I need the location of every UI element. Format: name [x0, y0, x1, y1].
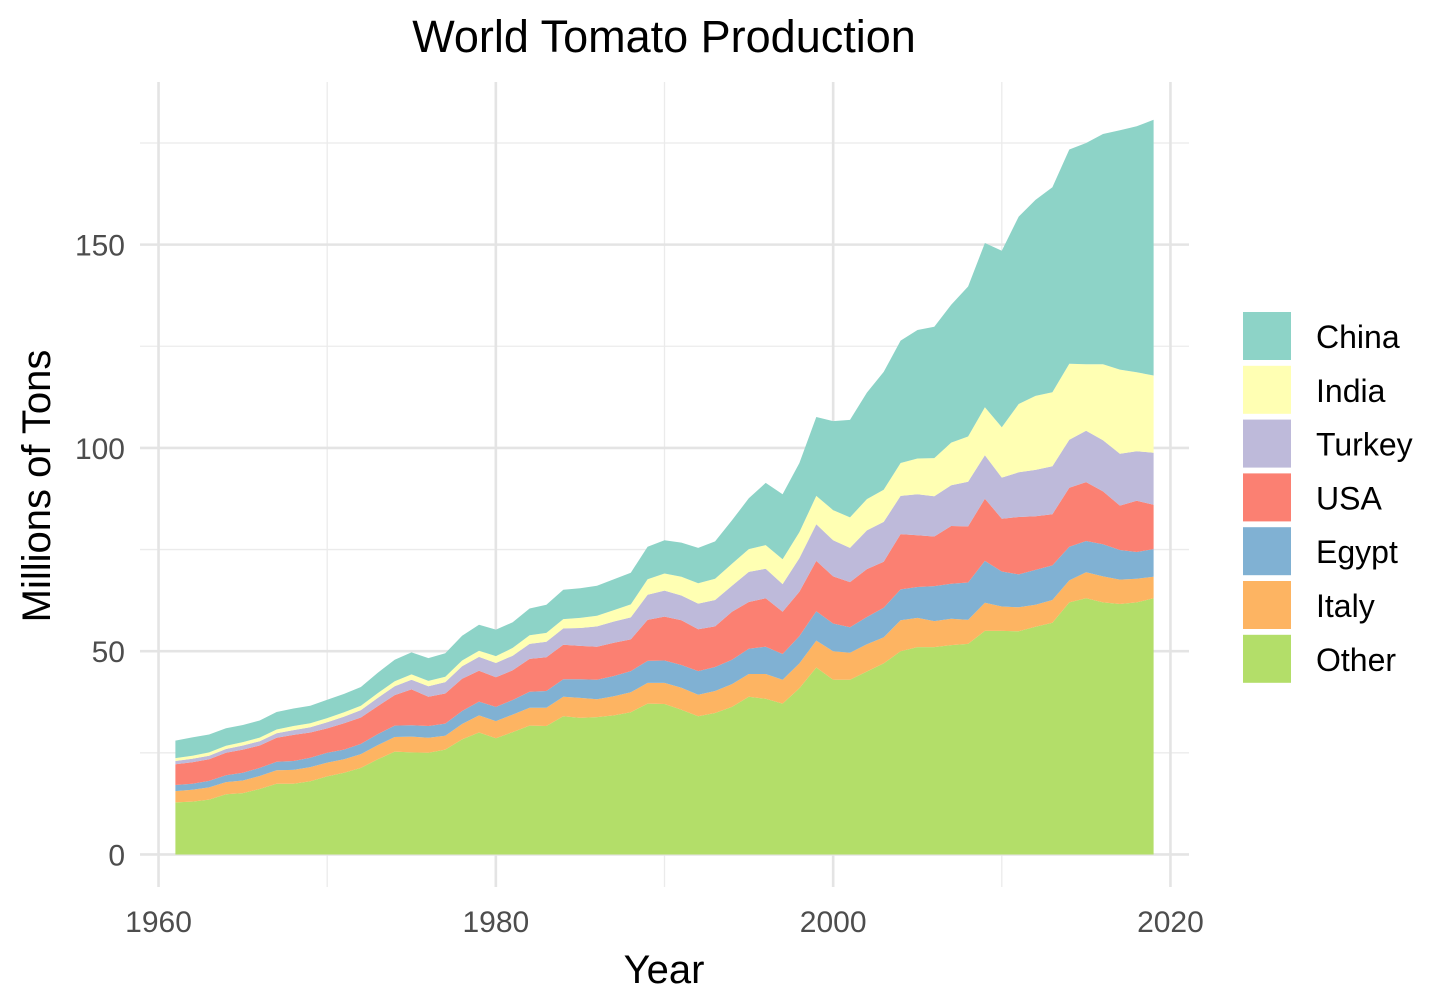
area-egypt	[175, 541, 1154, 792]
x-axis-label: Year	[624, 948, 705, 992]
legend-label: India	[1316, 373, 1386, 409]
area-turkey	[175, 430, 1154, 765]
legend-key-italy	[1243, 581, 1291, 629]
x-tick-label: 2020	[1137, 906, 1204, 939]
y-tick-label: 100	[75, 433, 125, 466]
y-tick-label: 0	[108, 839, 125, 872]
area-other	[175, 598, 1154, 855]
chart-title: World Tomato Production	[412, 11, 916, 62]
legend-label: China	[1316, 319, 1400, 355]
x-tick-label: 1960	[125, 906, 192, 939]
y-axis-label: Millions of Tons	[15, 350, 59, 623]
x-tick-label: 2000	[800, 906, 867, 939]
area-italy	[175, 572, 1154, 803]
x-tick-label: 1980	[462, 906, 529, 939]
legend-key-india	[1243, 365, 1291, 414]
legend-label: Turkey	[1316, 427, 1413, 463]
legend-label: Egypt	[1316, 534, 1398, 570]
y-tick-label: 50	[92, 636, 125, 669]
legend-key-egypt	[1243, 527, 1291, 576]
tick-labels: 1960 1980 2000 2020 0 50 100 150	[75, 230, 1204, 939]
area-china	[175, 119, 1154, 759]
legend-label: Italy	[1316, 588, 1375, 624]
area-usa	[175, 482, 1154, 785]
area-india	[175, 363, 1154, 761]
legend-label: USA	[1316, 480, 1382, 516]
y-tick-label: 150	[75, 230, 125, 263]
legend: China India Turkey USA Egypt Italy Other	[1243, 312, 1413, 683]
legend-key-usa	[1243, 473, 1291, 522]
area-series	[175, 119, 1154, 855]
legend-key-turkey	[1243, 419, 1291, 468]
legend-key-china	[1243, 312, 1291, 360]
legend-label: Other	[1316, 642, 1396, 678]
legend-key-other	[1243, 634, 1291, 683]
